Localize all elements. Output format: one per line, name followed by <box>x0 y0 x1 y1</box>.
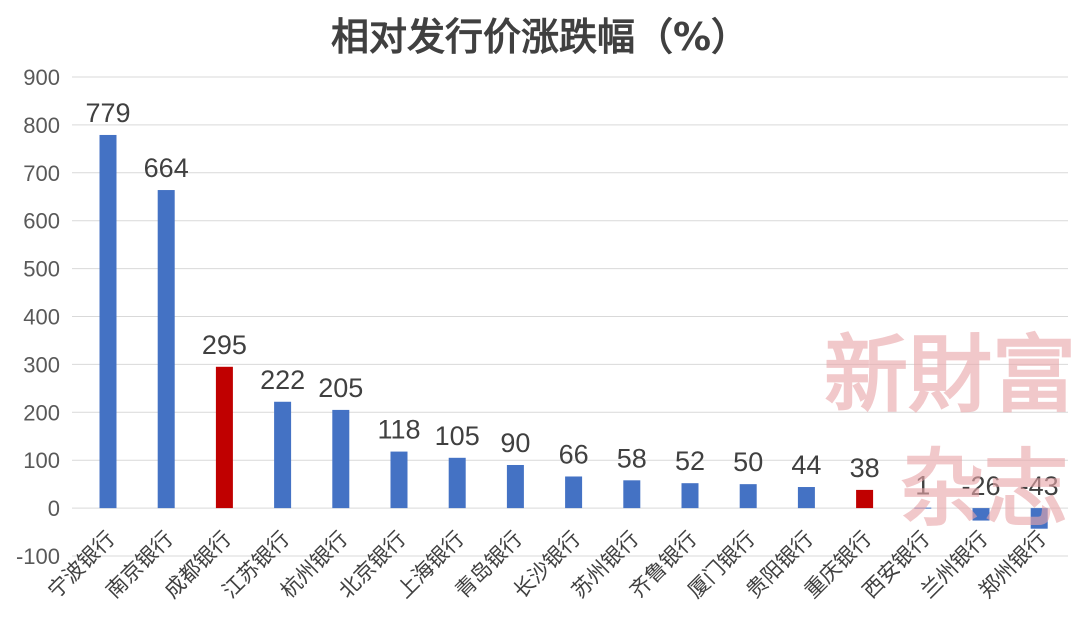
y-tick-label: 200 <box>23 400 60 425</box>
bar <box>274 401 292 509</box>
bar <box>739 484 757 509</box>
y-axis: -100 0 100 200 300 400 500 600 700 800 900 <box>16 65 60 569</box>
chart-title: 相对发行价涨跌幅（%） <box>331 15 749 59</box>
data-label: 1 <box>915 471 930 501</box>
watermark: 新財富 杂志 <box>824 325 1076 538</box>
data-label: 664 <box>144 153 189 183</box>
data-label: 66 <box>559 439 589 469</box>
data-label: 52 <box>675 446 705 476</box>
y-tick-label: 700 <box>23 161 60 186</box>
data-label: 58 <box>617 443 647 473</box>
bar <box>506 464 524 509</box>
bar <box>332 409 350 509</box>
bar <box>856 489 874 509</box>
data-label: 779 <box>85 98 130 128</box>
data-label: 205 <box>318 373 363 403</box>
data-label: -43 <box>1020 471 1059 501</box>
x-axis: 宁波银行南京银行成都银行江苏银行杭州银行北京银行上海银行青岛银行长沙银行苏州银行… <box>43 527 1051 603</box>
bar <box>1030 508 1048 529</box>
y-tick-label: 800 <box>23 113 60 138</box>
y-tick-label: 100 <box>23 448 60 473</box>
y-tick-label: -100 <box>16 544 60 569</box>
bar <box>797 487 815 509</box>
watermark-line-1: 新財富 <box>824 325 1076 424</box>
y-tick-label: 0 <box>48 496 60 521</box>
bar <box>215 366 233 509</box>
bar <box>914 507 932 509</box>
data-label: 44 <box>791 450 821 480</box>
bars <box>99 134 1048 529</box>
data-label: 118 <box>377 415 420 445</box>
bar <box>448 457 466 509</box>
bar <box>972 508 990 521</box>
data-label: 50 <box>733 447 763 477</box>
data-label: 38 <box>850 453 880 483</box>
bar <box>99 134 117 509</box>
y-tick-label: 900 <box>23 65 60 90</box>
data-label: -26 <box>961 471 1000 501</box>
bar <box>681 483 699 509</box>
y-tick-label: 600 <box>23 209 60 234</box>
watermark-line-2: 杂志 <box>900 439 1068 538</box>
data-label: 222 <box>260 365 305 395</box>
data-labels: 779 664 295 222 205 118 105 90 66 58 52 50 44 38 1 -26-… <box>85 98 1058 501</box>
data-label: 90 <box>500 428 530 458</box>
bar <box>157 190 175 509</box>
y-tick-label: 500 <box>23 257 60 282</box>
bar <box>390 451 408 509</box>
y-tick-label: 300 <box>23 352 60 377</box>
gridlines <box>72 76 1068 557</box>
data-label: 295 <box>202 330 247 360</box>
data-label: 105 <box>435 421 480 451</box>
y-tick-label: 400 <box>23 305 60 330</box>
bar <box>623 480 641 509</box>
bar <box>565 476 583 509</box>
